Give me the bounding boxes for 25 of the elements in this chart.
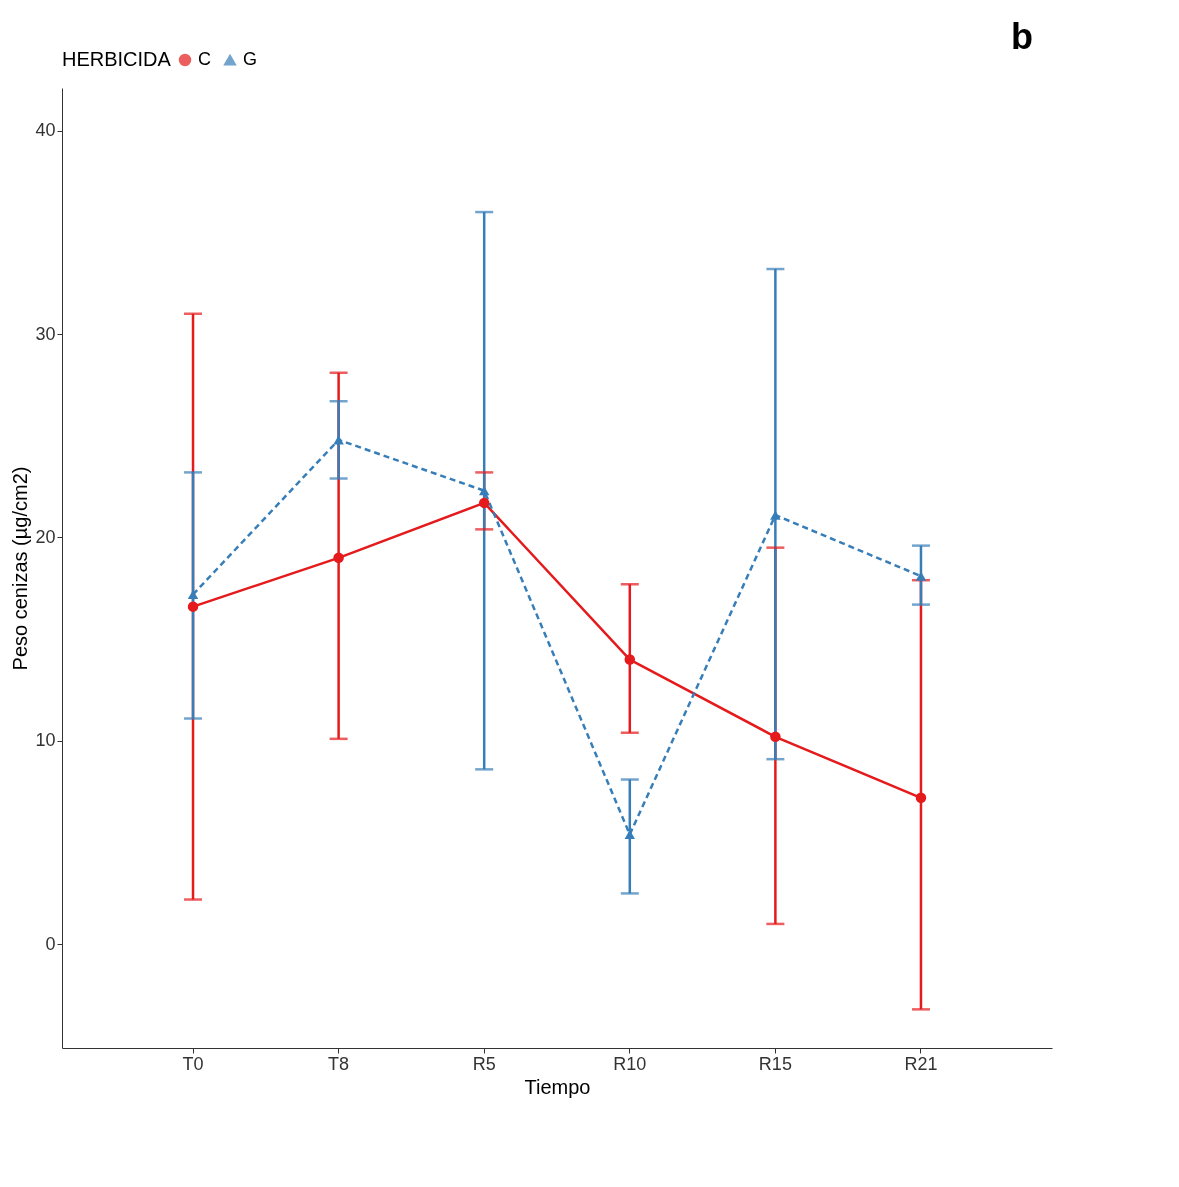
x-tick-label: T0 — [182, 1053, 204, 1074]
point — [478, 497, 490, 509]
point — [333, 552, 344, 564]
x-tick-label: R21 — [904, 1053, 938, 1074]
y-tick-label: 40 — [35, 120, 56, 141]
legend-label: G — [243, 49, 258, 69]
point — [624, 654, 636, 665]
x-axis-title: Tiempo — [524, 1075, 591, 1098]
x-tick-label: R15 — [758, 1053, 792, 1074]
x-tick-label: R10 — [613, 1053, 647, 1074]
point — [770, 510, 781, 520]
point — [333, 435, 344, 445]
x-tick-label: T8 — [328, 1053, 350, 1074]
legend-title: HERBICIDA — [62, 48, 172, 70]
x-tick-label: R5 — [472, 1053, 496, 1074]
y-axis-title: Peso cenizas (µg/cm2) — [9, 466, 32, 671]
y-tick-label: 0 — [45, 933, 56, 954]
y-tick-label: 20 — [35, 526, 56, 547]
point — [770, 731, 781, 743]
y-tick-label: 30 — [35, 323, 56, 344]
point — [187, 601, 199, 612]
legend-label: C — [198, 49, 211, 69]
text: b — [1011, 16, 1033, 57]
y-tick-label: 10 — [35, 730, 56, 751]
point — [915, 792, 927, 804]
